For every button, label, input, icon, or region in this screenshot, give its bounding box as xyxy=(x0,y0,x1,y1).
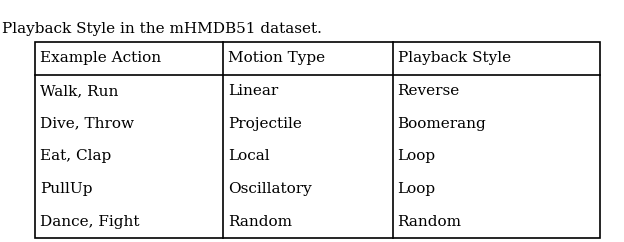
Text: Dance, Fight: Dance, Fight xyxy=(40,215,140,229)
Text: Linear: Linear xyxy=(228,84,278,98)
Text: Motion Type: Motion Type xyxy=(228,51,325,65)
Text: Loop: Loop xyxy=(397,149,436,163)
Text: Boomerang: Boomerang xyxy=(397,117,486,131)
Text: Eat, Clap: Eat, Clap xyxy=(40,149,111,163)
Text: Playback Style: Playback Style xyxy=(397,51,511,65)
Text: PullUp: PullUp xyxy=(40,182,92,196)
Text: Random: Random xyxy=(228,215,292,229)
Text: Playback Style in the mHMDB51 dataset.: Playback Style in the mHMDB51 dataset. xyxy=(2,22,322,36)
Text: Random: Random xyxy=(397,215,462,229)
Text: Projectile: Projectile xyxy=(228,117,302,131)
Text: Local: Local xyxy=(228,149,270,163)
Text: Reverse: Reverse xyxy=(397,84,460,98)
Text: Oscillatory: Oscillatory xyxy=(228,182,312,196)
Text: Dive, Throw: Dive, Throw xyxy=(40,117,134,131)
Text: Walk, Run: Walk, Run xyxy=(40,84,119,98)
Text: Loop: Loop xyxy=(397,182,436,196)
Text: Example Action: Example Action xyxy=(40,51,161,65)
